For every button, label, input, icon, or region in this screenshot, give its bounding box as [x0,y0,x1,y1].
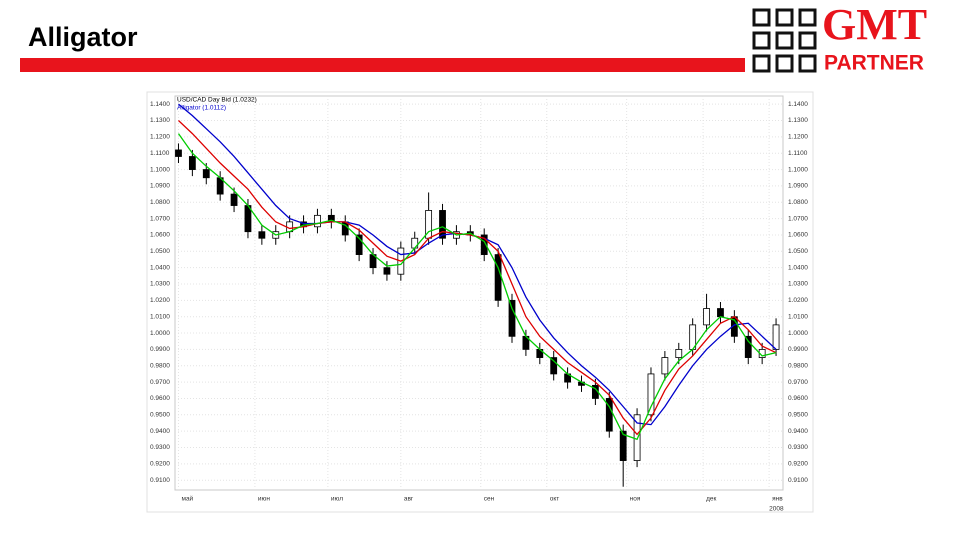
candle-body [661,357,669,375]
candle-body [188,156,196,170]
x-tick-label: ноя [630,496,641,503]
y2-tick-label: 0.9600 [788,395,808,402]
y2-tick-label: 1.0100 [788,313,808,320]
candle-body [439,210,446,239]
y2-tick-label: 0.9300 [788,444,808,451]
y2-tick-label: 1.0500 [788,248,808,255]
candle-body [202,169,210,179]
candle-body [703,308,710,326]
candle-body [258,231,266,239]
y-tick-label: 0.9900 [150,346,170,353]
y-tick-label: 0.9100 [150,477,170,484]
x-tick-label: янв [772,496,783,503]
y2-tick-label: 1.1200 [788,134,808,141]
y-tick-label: 1.1200 [150,134,170,141]
y2-tick-label: 1.0300 [788,281,808,288]
y2-tick-label: 1.0200 [788,297,808,304]
candle-body [675,349,683,358]
candle-body [744,335,752,358]
y-tick-label: 0.9700 [150,379,170,386]
y-tick-label: 1.1300 [150,117,170,124]
y-tick-label: 0.9200 [150,461,170,468]
y2-tick-label: 1.1300 [788,117,808,124]
y2-tick-label: 0.9100 [788,477,808,484]
candle-body [772,324,780,350]
y2-tick-label: 1.0900 [788,183,808,190]
y2-tick-label: 0.9700 [788,379,808,386]
legend-entry: Alligator (1.0112) [177,105,226,112]
y-tick-label: 1.0400 [150,264,170,271]
chart: 0.9100 0.9100 0.9200 0.9200 0.9300 0.9300 0.94… [150,95,808,513]
candle-body [508,299,516,337]
candle-body [494,254,502,301]
y-tick-label: 1.1000 [150,166,170,173]
y2-tick-label: 1.1400 [788,101,808,108]
y2-tick-label: 1.0800 [788,199,808,206]
y-tick-label: 1.0700 [150,215,170,222]
x-tick-label: окт [550,496,560,503]
candle-body [550,357,558,375]
y2-tick-label: 1.0600 [788,232,808,239]
slide-title: Alligator [28,22,138,52]
x-tick-label: июн [258,496,271,503]
y-tick-label: 0.9600 [150,395,170,402]
y2-tick-label: 1.0000 [788,330,808,337]
y-tick-label: 0.9800 [150,362,170,369]
y-tick-label: 1.0300 [150,281,170,288]
y-tick-label: 1.0500 [150,248,170,255]
y-tick-label: 1.1100 [150,150,170,157]
candle-body [717,308,724,318]
y-tick-label: 0.9400 [150,428,170,435]
candle-body [175,149,182,157]
x-tick-label: авг [404,496,414,503]
logo-subtext: PARTNER [824,52,924,75]
candle-body [230,193,238,206]
indicator-line [177,133,777,441]
candle-body [383,267,391,275]
y-tick-label: 1.0800 [150,199,170,206]
y-tick-label: 1.0200 [150,297,170,304]
logo [752,8,817,73]
logo-text: GMT [822,0,927,49]
y-tick-label: 1.1400 [150,101,170,108]
y-tick-label: 1.0100 [150,313,170,320]
y-tick-label: 0.9300 [150,444,170,451]
y2-tick-label: 1.0400 [788,264,808,271]
y-tick-label: 0.9500 [150,412,170,419]
y2-tick-label: 0.9400 [788,428,808,435]
candle-body [619,430,627,461]
y-tick-label: 1.0600 [150,232,170,239]
indicator-line [178,120,777,436]
y2-tick-label: 0.9200 [788,461,808,468]
candle-body [355,234,363,255]
plot-area [174,95,784,491]
candle-body [314,214,321,228]
candle-body [480,234,488,255]
candle-body [647,373,655,416]
y2-tick-label: 0.9800 [788,362,808,369]
y-tick-label: 1.0000 [150,330,170,337]
x-tick-label: июл [331,496,343,503]
legend-entry: USD/CAD Day Bid (1.0232) [177,97,257,104]
x-tick-label: май [181,495,193,503]
year-label: 2008 [769,506,784,513]
title-bar [20,58,745,72]
y2-tick-label: 1.1000 [788,166,808,173]
x-tick-label: сен [484,496,495,503]
y2-tick-label: 1.0700 [788,215,808,222]
y2-tick-label: 0.9500 [788,412,808,419]
x-tick-label: дек [706,496,716,503]
y2-tick-label: 1.1100 [788,150,808,157]
y2-tick-label: 0.9900 [788,346,808,353]
y-tick-label: 1.0900 [150,183,170,190]
candle-body [605,398,613,432]
